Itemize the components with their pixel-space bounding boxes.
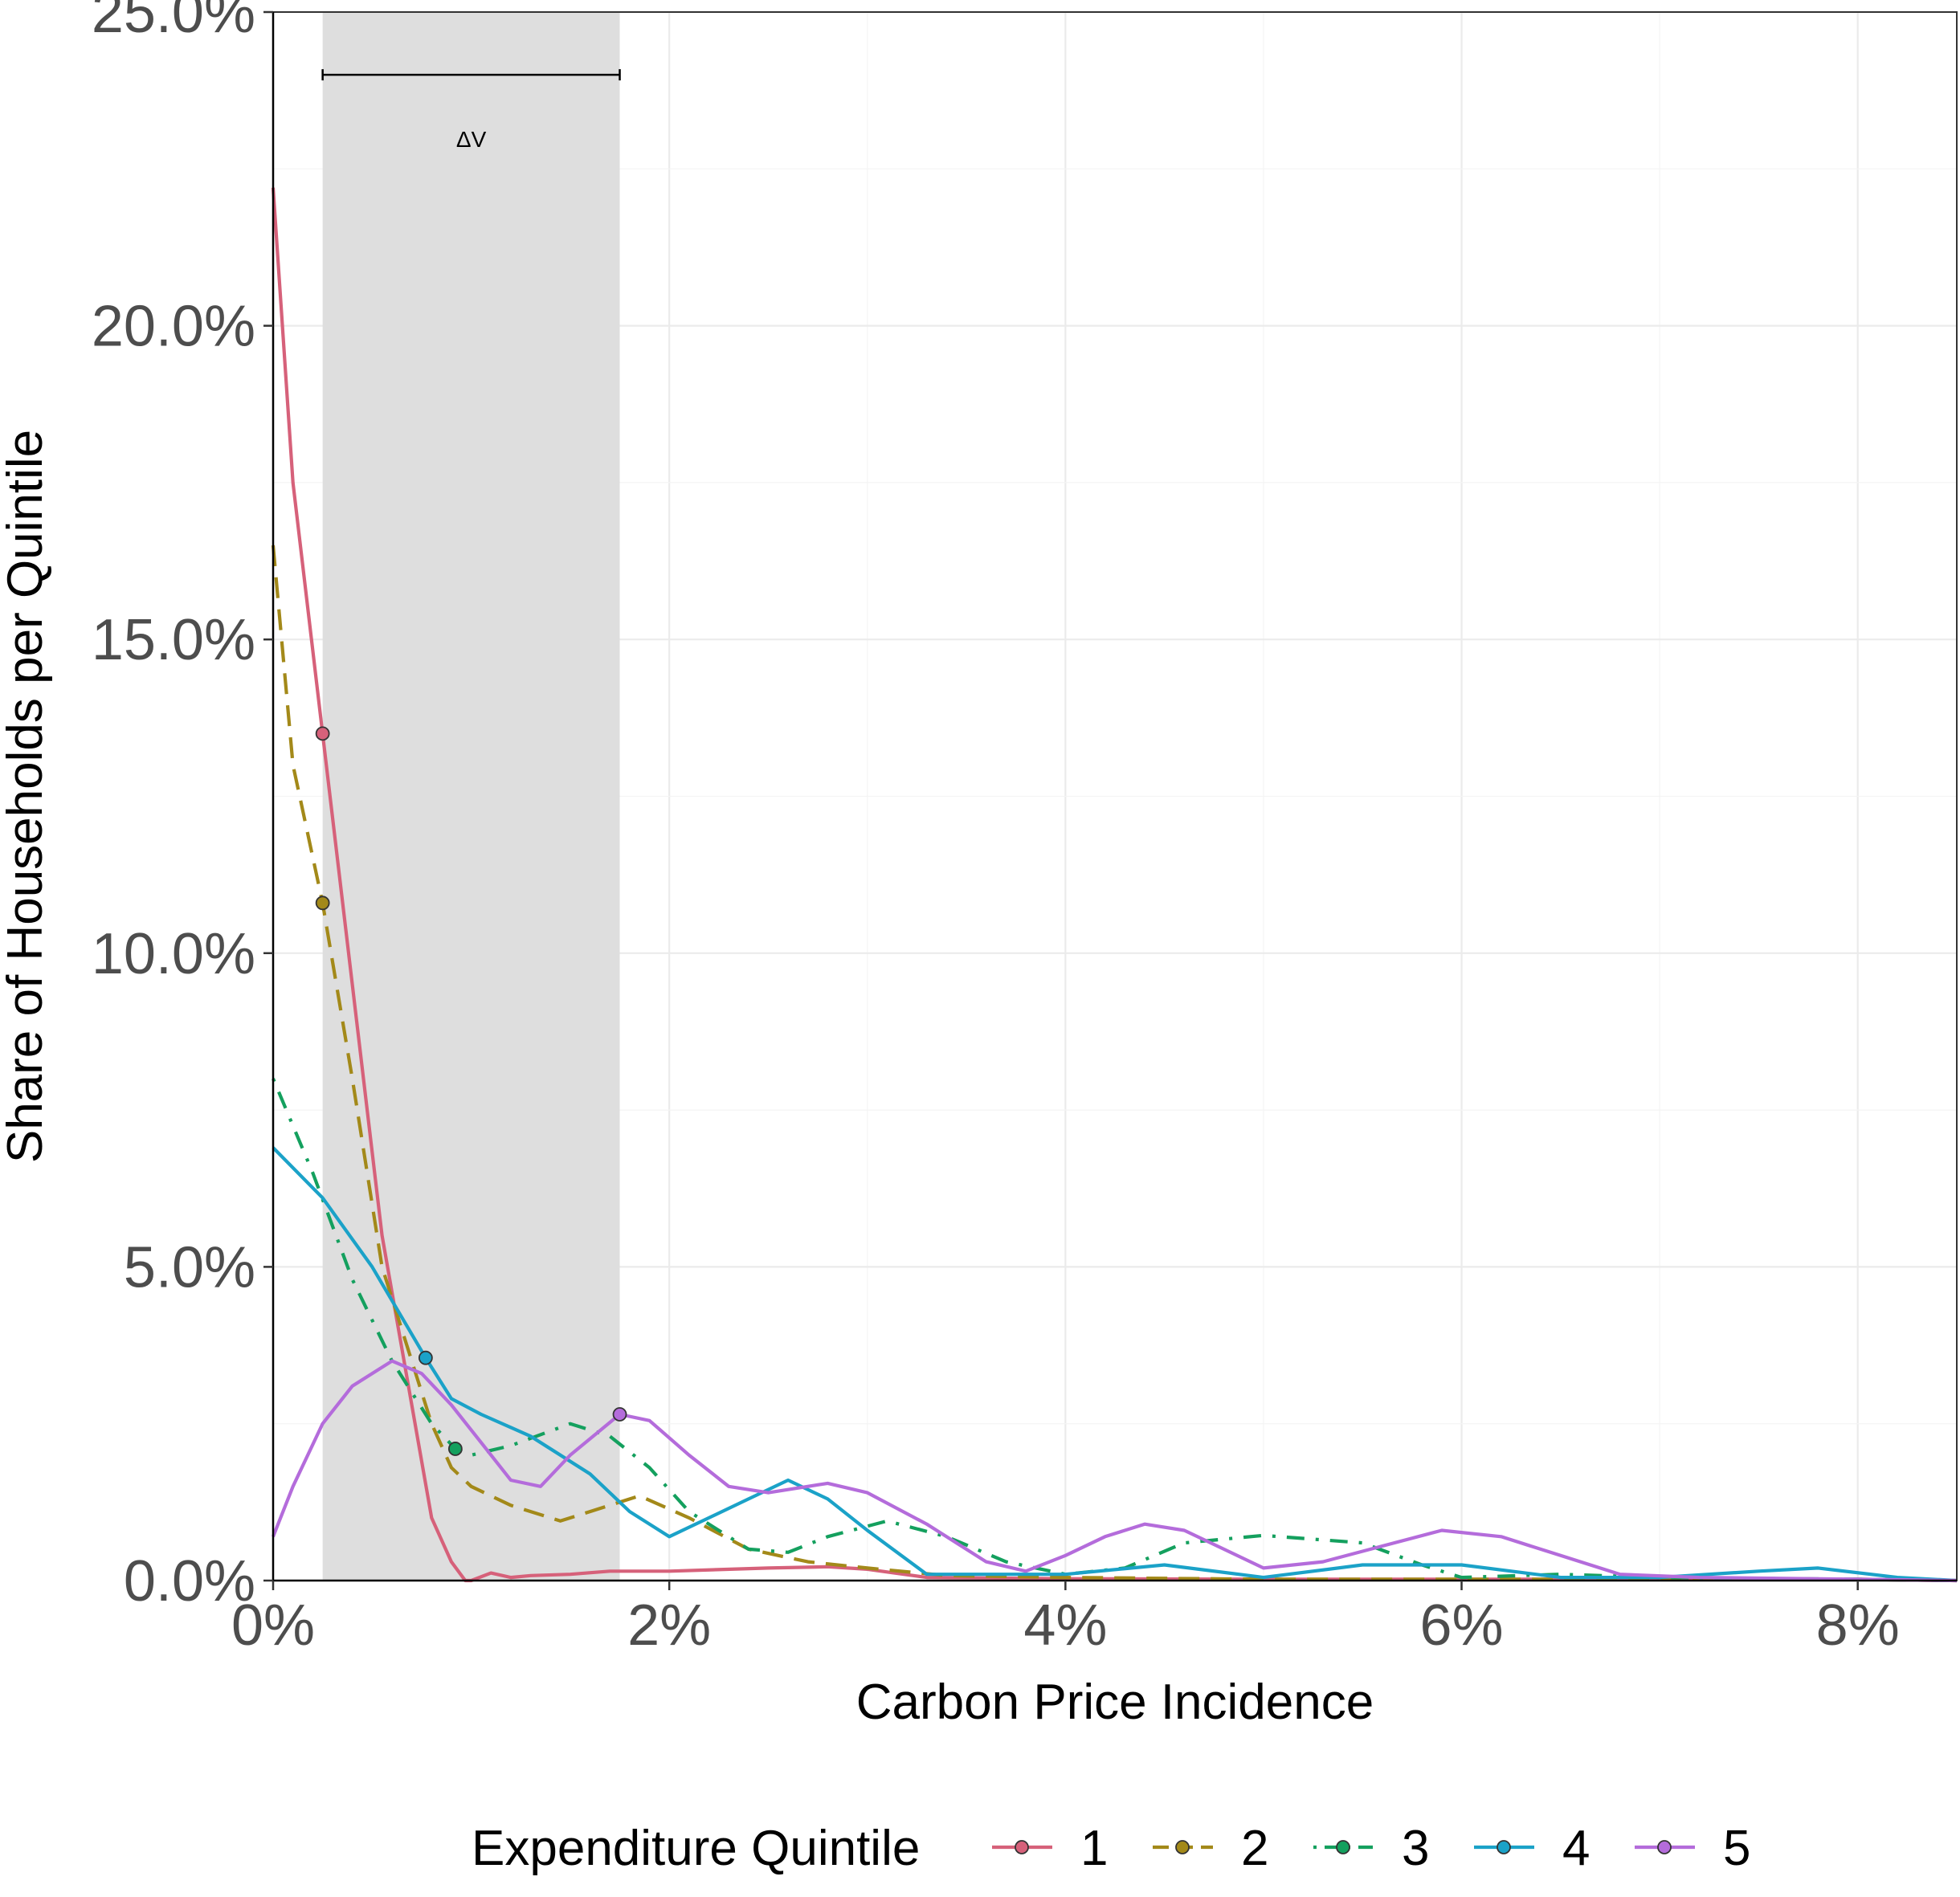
series-marker-3 [447,1442,463,1456]
legend-label-1: 1 [1080,1821,1108,1876]
legend-key-marker-4 [1497,1840,1511,1854]
legend-label-3: 3 [1402,1821,1429,1876]
y-tick-label: 25.0% [92,0,255,45]
series-line-3 [272,1078,1958,1583]
y-tick-label: 20.0% [92,295,255,359]
annotation: ΔV [321,69,621,152]
legend-key-marker-5 [1657,1840,1672,1854]
x-tick-label: 2% [627,1593,711,1658]
series-marker-1 [315,726,330,741]
series-marker-5 [612,1407,627,1422]
legend: Expenditure Quintile 1 2 3 4 5 [472,1821,1750,1876]
x-tick-labels: 0% 2% 4% 6% 8% [231,1593,1900,1658]
y-tick-label: 10.0% [92,922,255,986]
y-tick-labels: 0.0% 5.0% 10.0% 15.0% 20.0% 25.0% [92,0,255,1613]
series-line-5 [272,1359,1958,1583]
axes [263,10,1958,1590]
annotation-label: ΔV [456,127,487,152]
y-tick-label: 5.0% [124,1235,255,1299]
y-tick-label: 0.0% [124,1549,255,1613]
series-lines [271,187,1958,1583]
shaded-region [322,12,620,1581]
y-axis-title: Share of Households per Quintile [0,430,53,1163]
legend-key-marker-2 [1175,1840,1190,1854]
x-tick-label: 0% [231,1593,315,1658]
series-marker-4 [418,1350,433,1365]
grid [272,10,1957,1582]
shaded-band [322,12,620,1581]
series-line-4 [272,1146,1958,1583]
legend-label-4: 4 [1562,1821,1590,1876]
x-tick-label: 8% [1816,1593,1900,1658]
legend-label-5: 5 [1723,1821,1750,1876]
y-tick-label: 15.0% [92,608,255,672]
x-tick-label: 6% [1419,1593,1503,1658]
x-tick-label: 4% [1023,1593,1107,1658]
legend-title: Expenditure Quintile [472,1821,920,1876]
legend-key-marker-1 [1015,1840,1029,1854]
series-marker-2 [315,895,330,911]
legend-key-marker-3 [1336,1840,1350,1854]
legend-label-2: 2 [1241,1821,1268,1876]
x-axis-title: Carbon Price Incidence [856,1675,1374,1730]
series-markers [315,726,627,1456]
